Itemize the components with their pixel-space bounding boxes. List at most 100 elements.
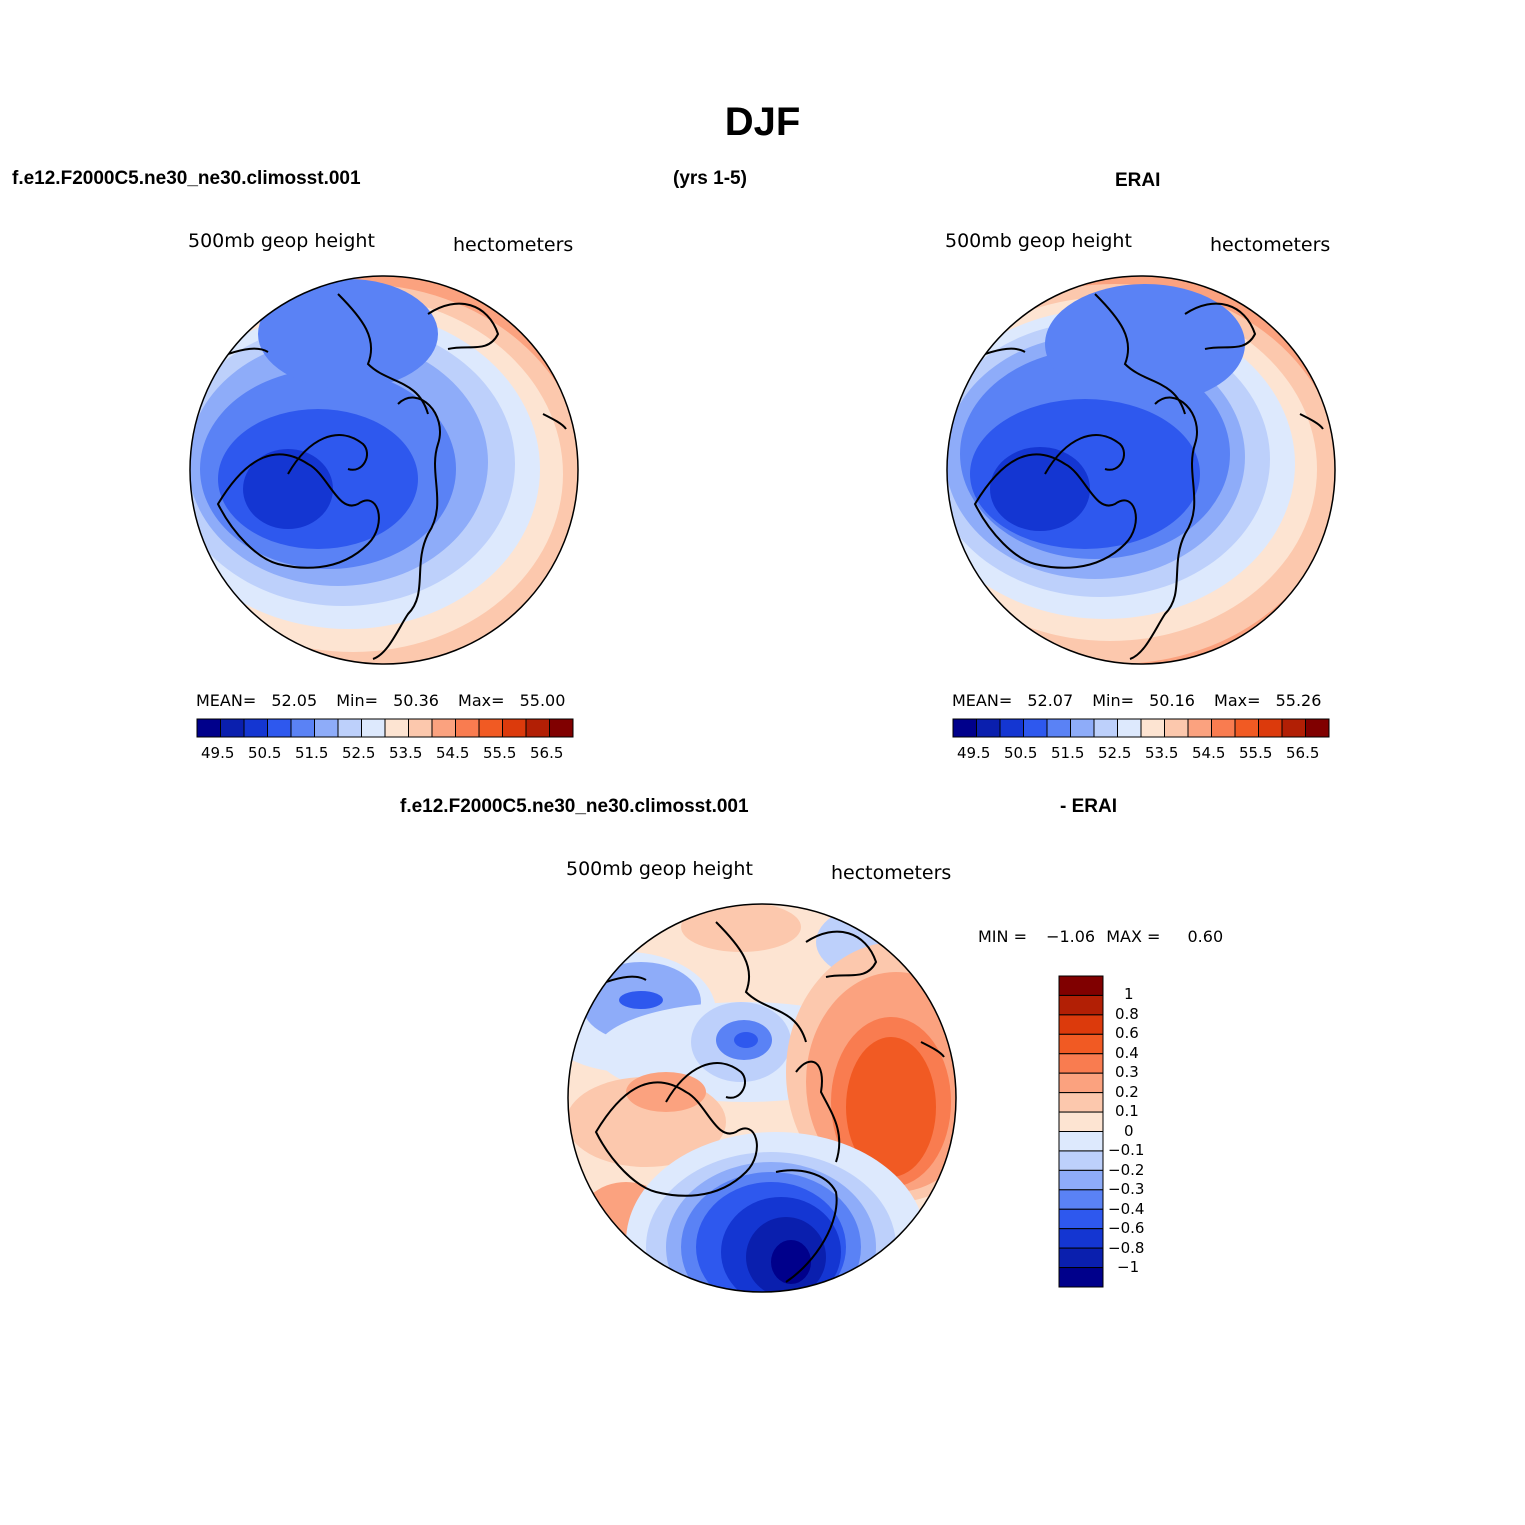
model-colorbar <box>196 718 574 738</box>
case-name-header: f.e12.F2000C5.ne30_ne30.climosst.001 <box>12 168 361 189</box>
colorbar-swatch <box>361 718 386 738</box>
obs-units-label: hectometers <box>1210 234 1331 256</box>
colorbar-swatch <box>549 718 574 738</box>
colorbar-swatch <box>525 718 550 738</box>
colorbar-tick-label: 51.5 <box>1051 744 1085 762</box>
colorbar-tick-label: 50.5 <box>1004 744 1038 762</box>
years-header: (yrs 1-5) <box>673 168 747 189</box>
colorbar-swatch <box>1093 718 1118 738</box>
colorbar-swatch <box>478 718 503 738</box>
colorbar-tick-label: 0.1 <box>1115 1102 1139 1120</box>
model-colorbar-ticks: 49.5 50.5 51.5 52.5 53.5 54.5 55.5 56.5 <box>196 744 574 764</box>
model-units-label: hectometers <box>453 234 574 256</box>
colorbar-swatch <box>1305 718 1330 738</box>
obs-colorbar-ticks: 49.5 50.5 51.5 52.5 53.5 54.5 55.5 56.5 <box>952 744 1330 764</box>
colorbar-tick-label: 49.5 <box>957 744 991 762</box>
colorbar-swatch <box>314 718 339 738</box>
model-min-value: 50.36 <box>393 691 439 710</box>
colorbar-swatch <box>1258 718 1283 738</box>
colorbar-swatch <box>290 718 315 738</box>
colorbar-swatch <box>1187 718 1212 738</box>
colorbar-swatch <box>1058 1150 1104 1171</box>
obs-coastlines <box>973 293 1324 660</box>
colorbar-swatch <box>1023 718 1048 738</box>
colorbar-swatch <box>1058 1247 1104 1269</box>
colorbar-swatch <box>1058 975 1104 996</box>
colorbar-tick-label: −0.2 <box>1108 1161 1145 1179</box>
figure-title: DJF <box>724 100 801 144</box>
colorbar-swatch <box>1140 718 1165 738</box>
diff-case-header: f.e12.F2000C5.ne30_ne30.climosst.001 <box>400 796 749 817</box>
model-coastlines <box>216 293 567 660</box>
colorbar-tick-label: 54.5 <box>1192 744 1226 762</box>
colorbar-tick-label: −0.8 <box>1108 1239 1145 1257</box>
colorbar-tick-label: 0.8 <box>1115 1005 1139 1023</box>
colorbar-swatch <box>220 718 245 738</box>
obs-polar-map <box>946 275 1336 665</box>
colorbar-swatch <box>1058 1072 1104 1094</box>
colorbar-swatch <box>1058 1111 1104 1132</box>
colorbar-swatch <box>431 718 456 738</box>
colorbar-swatch <box>384 718 409 738</box>
colorbar-tick-label: 53.5 <box>1145 744 1179 762</box>
colorbar-tick-label: −0.3 <box>1108 1180 1145 1198</box>
colorbar-swatch <box>1058 1053 1104 1074</box>
obs-header: ERAI <box>1115 170 1161 191</box>
colorbar-swatch <box>1234 718 1259 738</box>
colorbar-tick-label: 55.5 <box>1239 744 1273 762</box>
obs-colorbar <box>952 718 1330 738</box>
obs-min-label: Min= <box>1092 691 1135 710</box>
diff-coastlines <box>594 921 945 1283</box>
colorbar-swatch <box>1070 718 1095 738</box>
colorbar-swatch <box>267 718 292 738</box>
colorbar-swatch <box>1211 718 1236 738</box>
colorbar-tick-label: 52.5 <box>342 744 376 762</box>
colorbar-tick-label: −0.6 <box>1108 1219 1145 1237</box>
diff-max-label: MAX = <box>1106 927 1161 946</box>
colorbar-swatch <box>1058 1033 1104 1055</box>
colorbar-swatch <box>1117 718 1142 738</box>
diff-max-value: 0.60 <box>1187 927 1224 946</box>
colorbar-swatch <box>196 718 221 738</box>
colorbar-swatch <box>243 718 268 738</box>
obs-mean-label: MEAN= <box>952 691 1013 710</box>
colorbar-tick-label: −1 <box>1117 1258 1140 1276</box>
colorbar-tick-label: −0.4 <box>1108 1200 1145 1218</box>
colorbar-swatch <box>1164 718 1189 738</box>
colorbar-swatch <box>1058 1189 1104 1210</box>
model-min-label: Min= <box>336 691 379 710</box>
model-max-value: 55.00 <box>519 691 566 710</box>
colorbar-tick-label: 52.5 <box>1098 744 1132 762</box>
colorbar-tick-label: 0.4 <box>1115 1044 1139 1062</box>
obs-stats: MEAN= 52.07 Min= 50.16 Max= 55.26 <box>952 691 1321 710</box>
model-variable-label: 500mb geop height <box>188 230 375 252</box>
colorbar-tick-label: 56.5 <box>530 744 564 762</box>
colorbar-swatch <box>1058 1092 1104 1113</box>
diff-colorbar-ticks: 1 0.8 0.6 0.4 0.3 0.2 0.1 0 −0.1 −0.2 −0… <box>1108 985 1168 1285</box>
diff-min-value: −1.06 <box>1046 927 1096 946</box>
colorbar-swatch <box>455 718 480 738</box>
model-mean-label: MEAN= <box>196 691 257 710</box>
colorbar-tick-label: 54.5 <box>436 744 470 762</box>
colorbar-swatch <box>1058 1208 1104 1230</box>
colorbar-tick-label: 0.2 <box>1115 1083 1139 1101</box>
colorbar-tick-label: 55.5 <box>483 744 517 762</box>
diff-min-label: MIN = <box>978 927 1027 946</box>
colorbar-swatch <box>1058 1014 1104 1035</box>
colorbar-swatch <box>1058 1169 1104 1191</box>
colorbar-tick-label: 56.5 <box>1286 744 1320 762</box>
colorbar-swatch <box>1281 718 1306 738</box>
obs-max-label: Max= <box>1214 691 1261 710</box>
colorbar-tick-label: 51.5 <box>295 744 329 762</box>
model-stats: MEAN= 52.05 Min= 50.36 Max= 55.00 <box>196 691 565 710</box>
colorbar-swatch <box>1058 994 1104 1016</box>
colorbar-swatch <box>408 718 433 738</box>
diff-colorbar <box>1058 975 1104 1288</box>
colorbar-swatch <box>976 718 1001 738</box>
diff-variable-label: 500mb geop height <box>566 858 753 880</box>
colorbar-swatch <box>952 718 977 738</box>
colorbar-tick-label: 0.6 <box>1115 1024 1139 1042</box>
colorbar-swatch <box>337 718 362 738</box>
colorbar-swatch <box>502 718 527 738</box>
colorbar-tick-label: 50.5 <box>248 744 282 762</box>
